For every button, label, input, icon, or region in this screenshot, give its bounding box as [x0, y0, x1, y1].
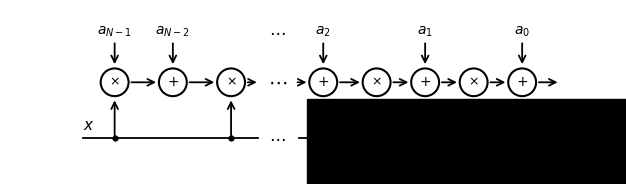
Text: $\cdots$: $\cdots$	[269, 129, 285, 147]
Text: $+$: $+$	[167, 75, 179, 89]
Ellipse shape	[101, 68, 128, 96]
Text: $a_0$: $a_0$	[514, 25, 530, 39]
Text: $\times$: $\times$	[468, 76, 479, 89]
Text: $+$: $+$	[317, 75, 329, 89]
Text: $\cdots$: $\cdots$	[269, 23, 285, 41]
Text: $+$: $+$	[516, 75, 528, 89]
Ellipse shape	[508, 68, 536, 96]
Text: $\times$: $\times$	[371, 76, 382, 89]
Text: $\cdots$: $\cdots$	[267, 73, 287, 92]
Text: $x$: $x$	[83, 118, 95, 133]
Ellipse shape	[411, 68, 439, 96]
Ellipse shape	[217, 68, 245, 96]
Ellipse shape	[362, 68, 391, 96]
Ellipse shape	[459, 68, 488, 96]
Text: $a_2$: $a_2$	[316, 25, 331, 39]
Text: $a_1$: $a_1$	[418, 25, 433, 39]
Text: $+$: $+$	[419, 75, 431, 89]
Text: $\times$: $\times$	[110, 76, 120, 89]
Text: $\times$: $\times$	[226, 76, 237, 89]
Text: $a_{N-1}$: $a_{N-1}$	[97, 25, 132, 39]
Ellipse shape	[309, 68, 337, 96]
Text: $a_{N-2}$: $a_{N-2}$	[155, 25, 190, 39]
Ellipse shape	[159, 68, 187, 96]
